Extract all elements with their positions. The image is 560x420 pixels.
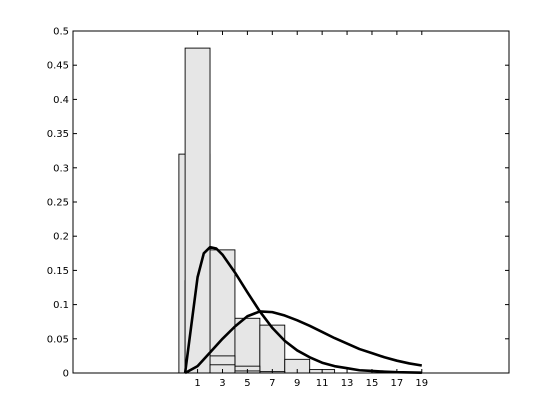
y-tick-label: 0.5	[53, 27, 69, 38]
plot-border	[72, 30, 510, 374]
density-curve-2	[184, 310, 423, 375]
curves-layer	[183, 245, 423, 375]
x-tick-label: 1	[194, 378, 200, 389]
x-tick-label: 5	[244, 378, 250, 389]
y-tick-label: 0.4	[53, 95, 69, 106]
x-tick-label: 19	[415, 378, 428, 389]
y-tick-label: 0.2	[53, 232, 69, 243]
y-tick-label: 0.25	[47, 198, 69, 209]
x-tick-label: 11	[316, 378, 329, 389]
y-tick-label: 0.15	[47, 266, 69, 277]
axes-layer: 1 3 5 7 9 11 13 15 17 1900.050.10.150.20.250.30.3…	[47, 27, 510, 389]
y-tick-label: 0.3	[53, 163, 69, 174]
x-tick-label: 9	[294, 378, 300, 389]
x-tick-label: 15	[366, 378, 379, 389]
y-tick-label: 0.05	[47, 334, 69, 345]
histogram-1-bar-3	[234, 317, 261, 374]
y-tick-label: 0.45	[47, 61, 69, 72]
x-tick-label: 17	[391, 378, 404, 389]
y-tick-label: 0	[63, 369, 69, 380]
histogram-1-bar-4	[259, 324, 286, 374]
histogram-1-bar-2	[209, 249, 236, 374]
plot-frame	[72, 30, 510, 374]
density-curve-1	[183, 245, 422, 374]
x-tick-label: 7	[269, 378, 275, 389]
histogram-3-bar-1	[184, 47, 211, 374]
y-tick-label: 0.35	[47, 129, 69, 140]
x-tick-label: 3	[219, 378, 225, 389]
x-tick-label: 13	[341, 378, 354, 389]
y-tick-label: 0.1	[53, 300, 69, 311]
